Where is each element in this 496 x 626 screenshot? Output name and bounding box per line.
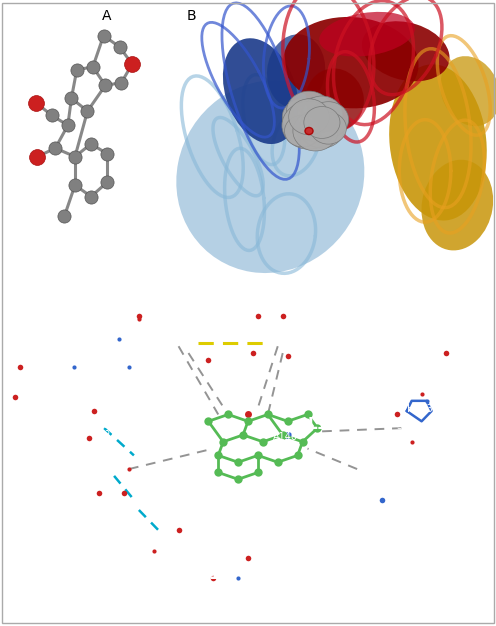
Text: E101: E101 <box>169 563 223 583</box>
Text: D95: D95 <box>124 478 144 488</box>
Ellipse shape <box>267 34 325 108</box>
Ellipse shape <box>300 108 344 148</box>
Text: T137: T137 <box>92 426 116 436</box>
Ellipse shape <box>308 101 349 138</box>
Point <box>118 78 125 88</box>
Point <box>103 177 111 187</box>
Ellipse shape <box>223 38 299 144</box>
Point <box>100 31 108 41</box>
Ellipse shape <box>440 56 496 126</box>
Ellipse shape <box>305 128 313 135</box>
Ellipse shape <box>389 64 487 220</box>
Point <box>52 143 60 153</box>
Point <box>87 192 95 202</box>
Text: H103: H103 <box>407 404 433 414</box>
Text: Y35: Y35 <box>154 328 177 341</box>
Point <box>34 151 42 162</box>
Ellipse shape <box>304 106 340 138</box>
Point <box>83 106 91 116</box>
Text: L105: L105 <box>308 417 349 432</box>
Ellipse shape <box>319 12 415 56</box>
Point <box>32 98 40 108</box>
Ellipse shape <box>176 80 365 273</box>
Ellipse shape <box>282 99 323 135</box>
Ellipse shape <box>291 98 340 141</box>
Point <box>128 59 136 69</box>
Point <box>64 120 72 130</box>
Text: W37: W37 <box>27 381 65 396</box>
Text: L100: L100 <box>422 475 445 485</box>
Text: V96: V96 <box>146 537 165 547</box>
Text: R141: R141 <box>119 348 144 358</box>
Point <box>71 151 79 162</box>
Text: K99: K99 <box>357 471 376 481</box>
Point <box>73 64 81 74</box>
Ellipse shape <box>302 96 342 132</box>
Point <box>71 180 79 190</box>
Text: D94: D94 <box>60 463 93 478</box>
Ellipse shape <box>422 160 493 250</box>
Point <box>103 149 111 159</box>
Point <box>87 139 95 149</box>
Point <box>101 81 109 91</box>
Point <box>61 212 68 222</box>
Ellipse shape <box>283 17 419 108</box>
Ellipse shape <box>310 112 346 144</box>
Ellipse shape <box>289 99 329 135</box>
Point <box>67 93 75 103</box>
Text: N108: N108 <box>417 373 461 388</box>
Ellipse shape <box>362 21 449 81</box>
Ellipse shape <box>287 91 331 131</box>
Text: L106: L106 <box>417 314 440 324</box>
Point <box>89 62 97 72</box>
Ellipse shape <box>306 68 364 131</box>
Text: S102: S102 <box>397 421 422 431</box>
Ellipse shape <box>285 115 320 147</box>
Point <box>48 110 56 120</box>
Text: B: B <box>186 9 196 23</box>
Text: C: C <box>10 297 19 310</box>
Ellipse shape <box>293 111 338 151</box>
Text: D126: D126 <box>258 326 284 336</box>
Point <box>116 42 124 52</box>
Text: A: A <box>102 9 112 23</box>
Text: A140: A140 <box>273 432 298 442</box>
Ellipse shape <box>282 101 336 149</box>
